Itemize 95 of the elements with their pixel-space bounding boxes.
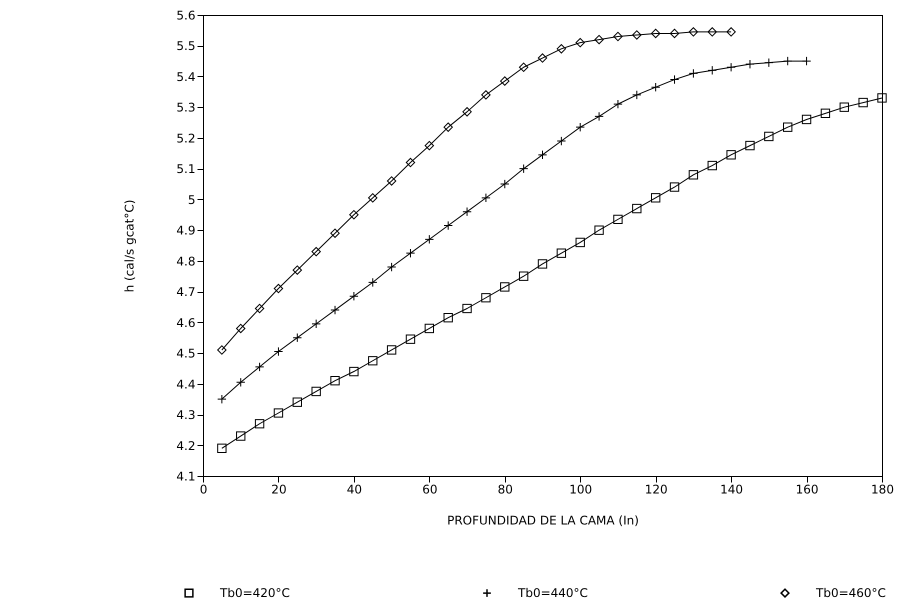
point [877,93,887,103]
point [274,408,284,418]
point [254,419,264,428]
point [858,98,868,108]
point [613,214,623,224]
x-tick-label: 60 [422,482,438,496]
point [745,140,755,150]
point [368,193,378,203]
point [538,259,548,269]
x-tick-label: 0 [200,482,208,496]
point [613,32,623,42]
x-tick-label: 80 [498,482,513,496]
legend-label: Tb0=460°C [815,586,886,600]
point [462,304,472,314]
point [481,293,491,302]
point [311,246,321,256]
point [576,38,585,48]
point [236,431,246,441]
point [500,282,510,292]
y-tick-label: 5.4 [176,70,196,84]
y-tick-label: 5.5 [176,39,196,54]
y-tick-label: 4.3 [176,408,196,422]
point [330,376,340,386]
y-axis-title: h (cal/s gcat°C) [122,200,136,292]
y-tick-label: 4.1 [176,470,196,484]
point [518,62,528,72]
point [632,30,642,40]
y-tick-label: 4.8 [176,254,196,268]
point [292,265,302,275]
point [764,132,774,142]
point [556,248,566,258]
point [688,170,698,180]
point [840,102,849,112]
legend-label: Tb0=440°C [517,586,588,600]
point [594,34,604,44]
y-tick-label: 4.2 [176,438,196,453]
point [820,108,830,118]
y-tick-label: 5.6 [176,8,196,22]
point [424,140,434,150]
point [650,28,660,38]
y-tick-label: 4.4 [176,377,196,392]
point [670,28,680,38]
y-tick-label: 5.2 [176,131,196,146]
y-tick-label: 4.6 [176,316,196,330]
point [254,304,264,314]
point [424,324,434,334]
legend-label: Tb0=420°C [219,586,290,600]
x-tick-label: 180 [871,482,894,496]
point [349,366,359,376]
y-tick-label: 5 [188,192,196,207]
point [444,122,453,132]
point [650,193,660,203]
point [556,44,566,54]
point [726,27,736,37]
x-tick-label: 40 [346,482,362,496]
point [783,122,792,132]
x-tick-label: 140 [720,482,744,496]
point [386,176,396,186]
point [406,158,416,168]
y-tick-label: 4.9 [176,224,196,238]
point [802,114,812,124]
point [217,345,227,355]
x-tick-label: 160 [796,482,819,496]
point [481,90,491,100]
point [349,210,359,220]
point [670,182,680,192]
point [538,53,548,63]
point [632,204,642,214]
point [726,150,736,160]
point [708,27,717,37]
x-tick-label: 20 [271,482,287,496]
point [576,238,585,248]
point [518,272,528,281]
y-tick-label: 4.5 [176,346,196,361]
point [462,107,472,116]
x-tick-label: 120 [644,482,668,496]
point [311,386,321,396]
point [708,160,717,170]
x-tick-label: 100 [569,482,592,496]
point [594,225,604,235]
point [500,76,510,86]
point [217,444,227,454]
point [406,334,416,344]
point [368,356,378,366]
point [688,27,698,37]
x-axis-title: PROFUNDIDAD DE LA CAMA (In) [447,514,639,528]
point [274,284,284,294]
y-tick-label: 4.7 [176,285,196,300]
y-tick-label: 5.1 [176,162,196,176]
point [386,345,396,355]
y-tick-label: 5.3 [176,100,196,115]
point [330,228,340,238]
point [292,398,302,407]
point [444,313,453,322]
point [236,324,246,334]
